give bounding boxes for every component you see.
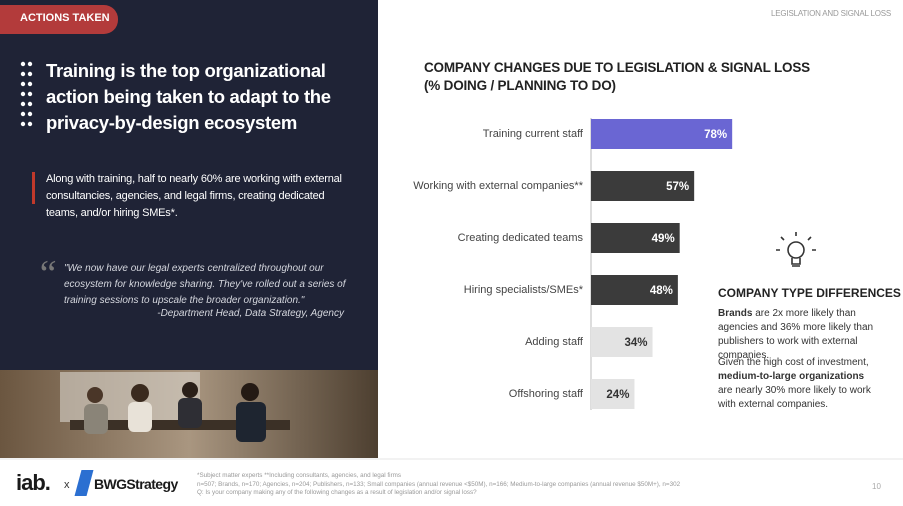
value-label: 57%	[666, 181, 689, 193]
quote-mark: “	[36, 253, 58, 295]
sidebar-title: COMPANY TYPE DIFFERENCES	[718, 286, 901, 300]
logo-bwg: BWGStrategy	[94, 476, 178, 492]
body-text: Along with training, half to nearly 60% …	[46, 173, 342, 219]
page-number: 10	[872, 482, 881, 491]
text: Given the high cost of investment,	[718, 357, 869, 368]
sidebar-paragraph: Given the high cost of investment, mediu…	[718, 356, 878, 412]
bar	[591, 275, 678, 305]
footnote: *Subject matter experts **Including cons…	[197, 472, 402, 479]
chart-title: COMPANY CHANGES DUE TO LEGISLATION & SIG…	[424, 60, 810, 75]
tag: ACTIONS TAKEN	[20, 12, 110, 24]
category-label: Adding staff	[525, 336, 584, 348]
quote-text: "We now have our legal experts centraliz…	[64, 263, 346, 306]
bar	[591, 223, 680, 253]
value-label: 24%	[606, 389, 629, 401]
bold-text: medium-to-large organizations	[718, 371, 865, 382]
bar	[591, 379, 635, 409]
footnote: Q: Is your company making any of the fol…	[197, 489, 477, 496]
sidebar-paragraph: Brands are 2x more likely than agencies …	[718, 307, 888, 363]
bar	[591, 327, 653, 357]
quote-attribution: -Department Head, Data Strategy, Agency	[157, 308, 344, 319]
header-right: LEGISLATION AND SIGNAL LOSS	[771, 9, 891, 18]
text: are nearly 30% more likely to work with …	[718, 385, 871, 410]
accent-bar	[32, 172, 35, 204]
category-label: Training current staff	[483, 128, 584, 140]
footnotes: *Subject matter experts **Including cons…	[197, 472, 680, 498]
logo-iab: iab.	[16, 470, 51, 495]
bar	[591, 119, 733, 149]
chart-subtitle: (% DOING / PLANNING TO DO)	[424, 78, 616, 93]
category-label: Creating dedicated teams	[458, 232, 584, 244]
bold-text: Brands	[718, 308, 753, 319]
category-label: Hiring specialists/SMEs*	[464, 284, 584, 296]
value-label: 34%	[625, 337, 648, 349]
value-label: 48%	[650, 285, 673, 297]
lightbulb-icon	[776, 232, 816, 267]
logo-separator: x	[64, 479, 70, 491]
headline: Training is the top organizational actio…	[46, 60, 331, 133]
value-label: 78%	[704, 129, 727, 141]
photo	[0, 370, 378, 458]
text: are 2x more likely than agencies and 36%…	[718, 308, 874, 361]
tag-pill-edge	[0, 5, 20, 34]
category-label: Offshoring staff	[509, 388, 584, 400]
bar	[591, 171, 695, 201]
value-label: 49%	[652, 233, 675, 245]
tag-pill	[0, 5, 118, 34]
dot-grid-icon	[20, 61, 33, 127]
category-label: Working with external companies**	[413, 180, 583, 192]
footnote: n=507; Brands, n=170; Agencies, n=204; P…	[197, 480, 681, 488]
